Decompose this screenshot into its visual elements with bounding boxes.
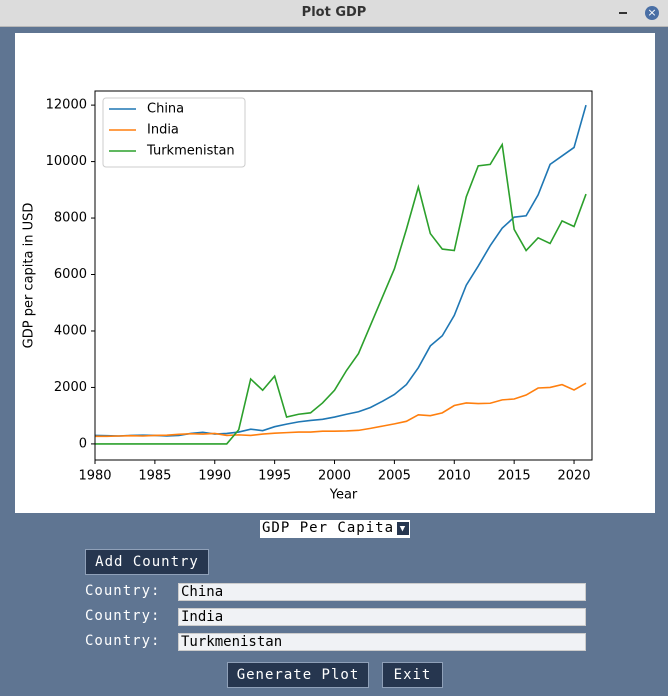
plot-panel: 1980 1985 1990 1995 2000 2005 2010 2015 2020 0 200… bbox=[15, 33, 655, 513]
x-tick-label: 1995 bbox=[258, 469, 291, 484]
title-bar: Plot GDP × bbox=[0, 0, 668, 27]
add-country-button[interactable]: Add Country bbox=[85, 549, 209, 575]
x-tick-label: 1990 bbox=[198, 469, 231, 484]
x-tick-label: 2000 bbox=[318, 469, 351, 484]
legend-label: Turkmenistan bbox=[146, 144, 235, 159]
country-input[interactable]: China bbox=[178, 583, 586, 601]
dropdown-text: GDP Per Capita bbox=[262, 520, 395, 536]
x-tick-label: 2010 bbox=[438, 469, 471, 484]
x-tick-label: 2020 bbox=[557, 469, 590, 484]
country-label: Country: bbox=[85, 608, 161, 624]
data-line bbox=[95, 104, 587, 437]
data-line bbox=[95, 142, 587, 445]
legend-box bbox=[102, 97, 246, 168]
window-title: Plot GDP bbox=[301, 5, 367, 20]
legend-label: China bbox=[147, 102, 184, 117]
country-input[interactable]: India bbox=[178, 608, 586, 626]
y-tick-label: 8000 bbox=[54, 211, 87, 226]
x-axis-label: Year bbox=[329, 488, 358, 503]
y-axis-label: GDP per capita in USD bbox=[22, 203, 37, 349]
x-tick-label: 1980 bbox=[78, 469, 111, 484]
y-tick-label: 2000 bbox=[54, 380, 87, 395]
y-tick-label: 10000 bbox=[46, 154, 87, 169]
dropdown-arrow: ▼ bbox=[397, 522, 409, 535]
y-tick-label: 0 bbox=[79, 436, 87, 451]
minimize-button[interactable] bbox=[619, 12, 627, 14]
y-tick-label: 4000 bbox=[54, 323, 87, 338]
x-tick-label: 1985 bbox=[138, 469, 171, 484]
metric-dropdown[interactable]: GDP Per Capita ▼ bbox=[260, 520, 410, 538]
legend-label: India bbox=[147, 123, 179, 138]
x-tick-label: 2015 bbox=[498, 469, 531, 484]
exit-button[interactable]: Exit bbox=[382, 662, 443, 688]
data-line bbox=[95, 382, 587, 438]
country-label: Country: bbox=[85, 633, 161, 649]
country-label: Country: bbox=[85, 583, 161, 599]
x-tick-label: 2005 bbox=[378, 469, 411, 484]
generate-plot-button[interactable]: Generate Plot bbox=[227, 662, 369, 688]
y-tick-label: 6000 bbox=[54, 267, 87, 282]
chart: 1980 1985 1990 1995 2000 2005 2010 2015 2020 0 200… bbox=[22, 90, 593, 503]
plot-frame bbox=[94, 90, 593, 461]
country-input[interactable]: Turkmenistan bbox=[178, 633, 586, 651]
y-tick-label: 12000 bbox=[46, 98, 87, 113]
close-button[interactable]: × bbox=[645, 6, 659, 20]
